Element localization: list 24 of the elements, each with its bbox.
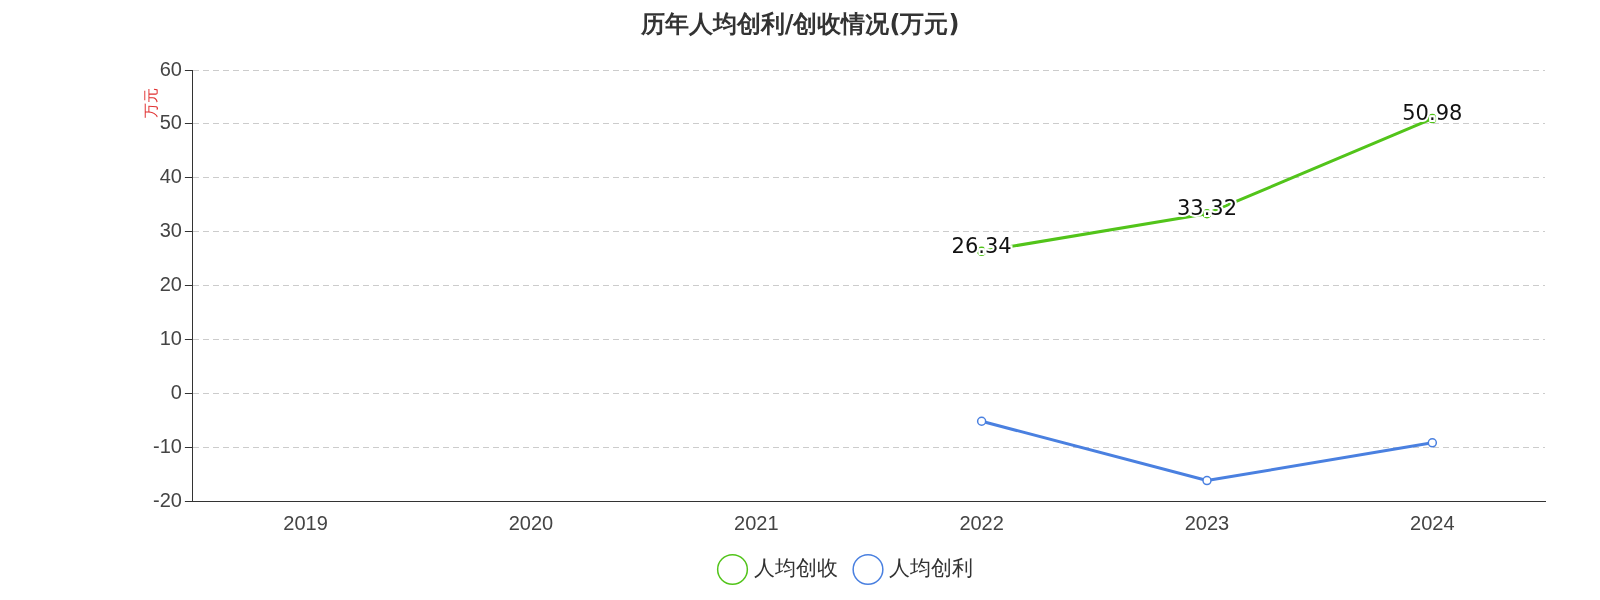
y-tick-label: 60 <box>159 57 182 80</box>
data-label: 26.34 <box>951 233 1012 258</box>
chart-title: 历年人均创利/创收情况(万元) <box>639 9 961 40</box>
x-tick-label: 2022 <box>959 511 1004 534</box>
legend-label: 人均创收 <box>753 556 838 580</box>
point <box>1427 438 1438 448</box>
y-tick-label: 40 <box>159 165 182 188</box>
legend-label: 人均创利 <box>889 556 973 580</box>
y-tick-label: 0 <box>170 380 182 403</box>
data-label: 50.98 <box>1402 101 1463 126</box>
x-tick-label: 2019 <box>283 511 328 534</box>
y-tick-label: -10 <box>153 434 182 457</box>
x-tick-label: 2021 <box>734 511 779 534</box>
y-tick-label: 30 <box>159 219 182 242</box>
y-tick-label: -20 <box>153 488 182 511</box>
point <box>1202 475 1212 486</box>
y-tick-label: 20 <box>159 273 182 296</box>
x-tick-label: 2024 <box>1410 511 1455 534</box>
x-tick-label: 2020 <box>508 511 554 534</box>
y-tick-label: 10 <box>159 326 182 349</box>
y-axis-title: 万元 <box>142 88 160 118</box>
point <box>976 416 987 427</box>
x-tick-label: 2023 <box>1184 511 1230 534</box>
y-tick-label: 50 <box>159 111 182 134</box>
